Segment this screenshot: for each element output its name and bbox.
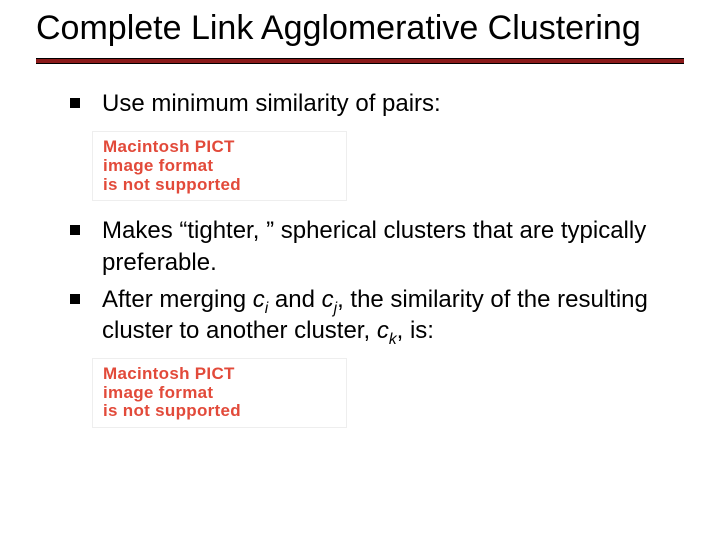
slide-title: Complete Link Agglomerative Clustering	[36, 8, 720, 48]
bullet-marker-icon	[70, 294, 80, 304]
bullet-marker-icon	[70, 98, 80, 108]
bullet-item: Makes “tighter, ” spherical clusters tha…	[70, 215, 660, 277]
image-placeholder: Macintosh PICT image format is not suppo…	[92, 358, 347, 428]
bullet-item: Use minimum similarity of pairs:	[70, 88, 660, 119]
slide: Complete Link Agglomerative Clustering U…	[0, 0, 720, 540]
title-block: Complete Link Agglomerative Clustering	[0, 0, 720, 48]
bullet-text: After merging ci and cj, the similarity …	[102, 284, 660, 346]
image-placeholder-label: Macintosh PICT image format is not suppo…	[103, 365, 336, 421]
bullet-text: Use minimum similarity of pairs:	[102, 88, 441, 119]
bullet-text: Makes “tighter, ” spherical clusters tha…	[102, 215, 660, 277]
bullet-item: After merging ci and cj, the similarity …	[70, 284, 660, 346]
image-placeholder: Macintosh PICT image format is not suppo…	[92, 131, 347, 201]
slide-content: Use minimum similarity of pairs: Macinto…	[0, 64, 720, 428]
image-placeholder-label: Macintosh PICT image format is not suppo…	[103, 138, 336, 194]
bullet-marker-icon	[70, 225, 80, 235]
